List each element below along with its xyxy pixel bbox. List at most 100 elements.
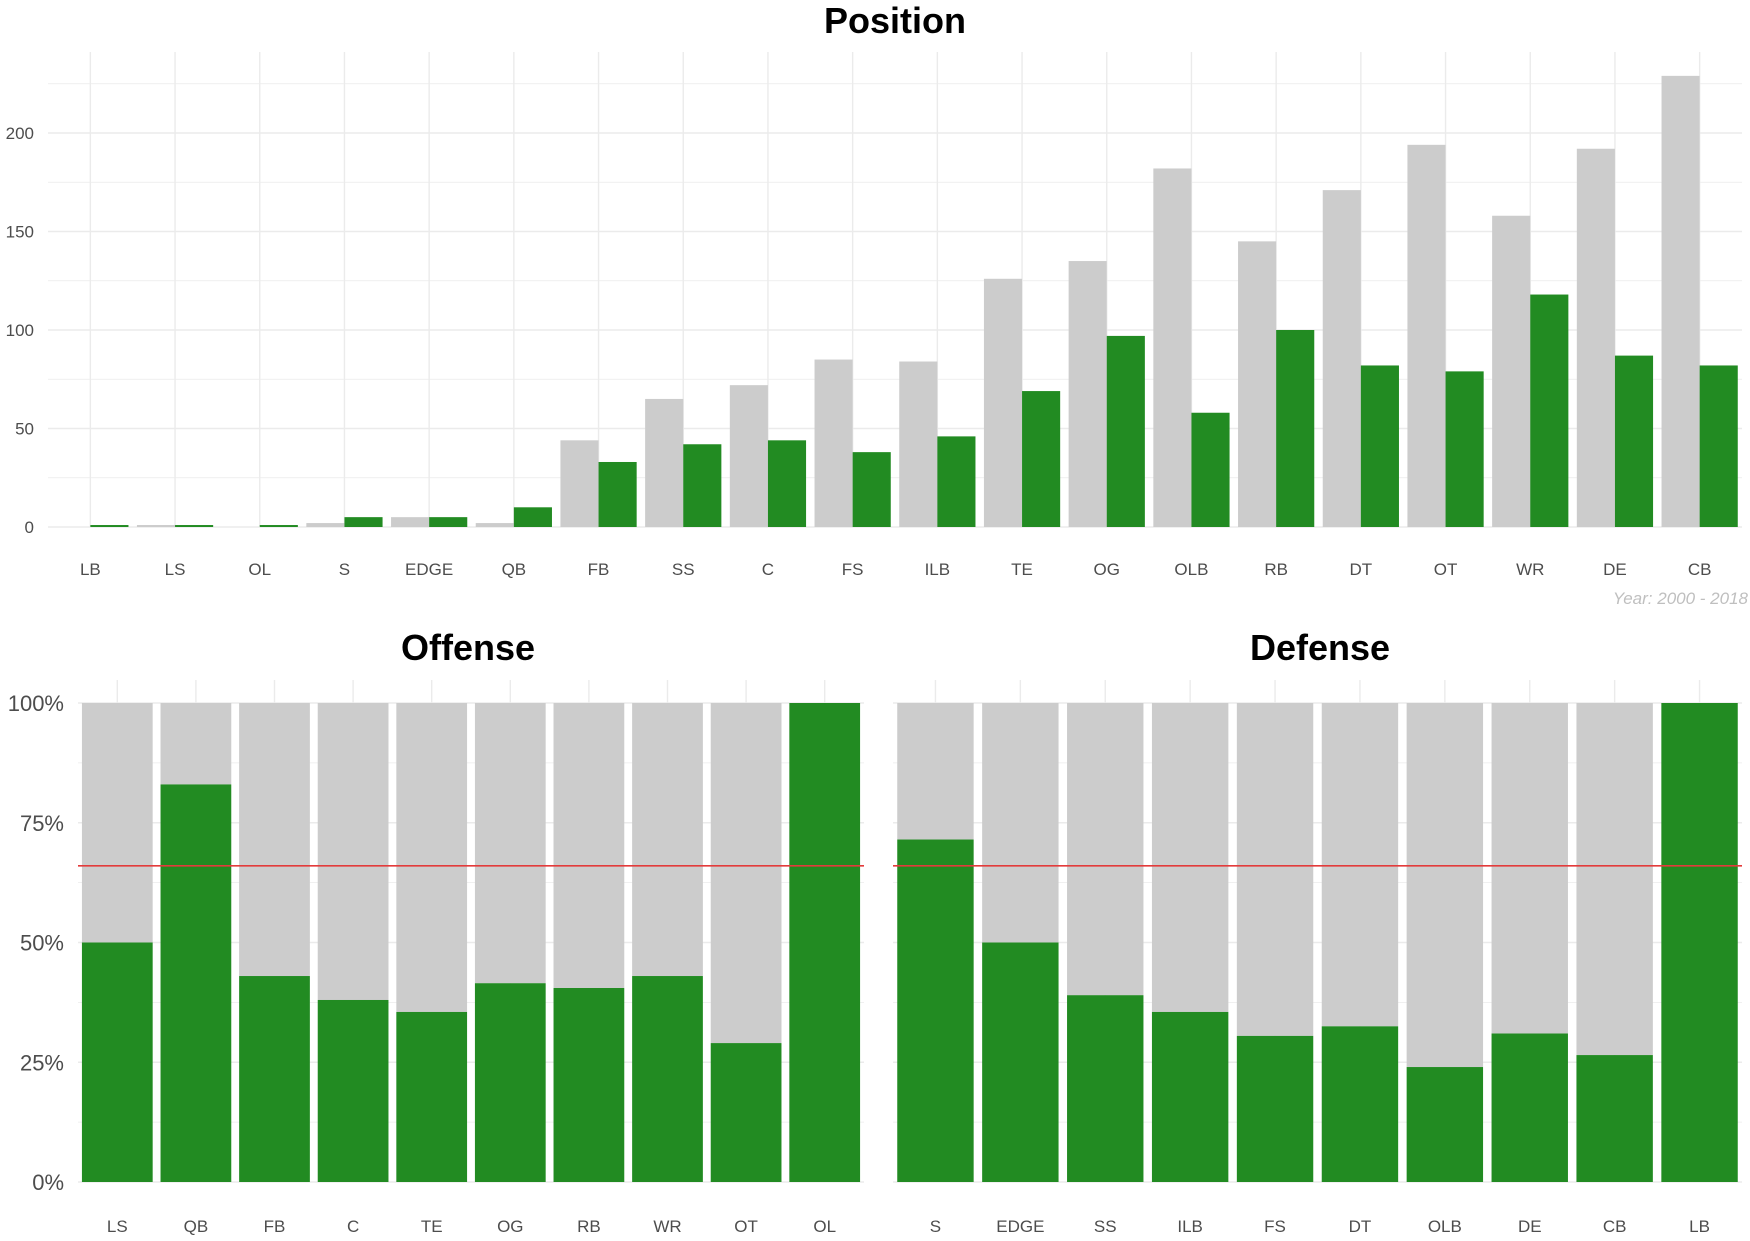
- offense-x-tick-label: OT: [734, 1217, 758, 1236]
- offense-panel-y-axis: 0% 25% 50% 75% 100%: [8, 691, 64, 1195]
- top-panel-x-axis: LB LS OL S EDGE QB FB SS C FS ILB TE OG OLB RB DT OT WR DE…: [80, 560, 1712, 579]
- top-y-tick-label: 50: [15, 420, 34, 439]
- offense-x-tick-label: FB: [264, 1217, 286, 1236]
- defense-bar-green: [897, 839, 974, 1182]
- offense-bar-grey: [317, 703, 389, 1000]
- top-bar-grey: [1322, 190, 1361, 527]
- top-x-tick-label: SS: [672, 560, 695, 579]
- defense-bar-green: [982, 942, 1059, 1182]
- defense-panel-x-axis: S EDGE SS ILB FS DT OLB DE CB LB: [930, 1217, 1710, 1236]
- defense-x-tick-label: CB: [1603, 1217, 1627, 1236]
- offense-bar-green: [239, 976, 310, 1182]
- top-bar-green: [1530, 294, 1569, 527]
- top-bar-grey: [1492, 215, 1531, 528]
- offense-x-tick-label: WR: [653, 1217, 681, 1236]
- top-bar-green: [1360, 365, 1399, 527]
- offense-x-tick-label: TE: [421, 1217, 443, 1236]
- top-bar-green: [175, 525, 214, 527]
- top-bar-green: [937, 436, 976, 527]
- offense-bar-green: [789, 703, 861, 1182]
- top-bar-green: [90, 525, 129, 527]
- top-x-tick-label: DT: [1350, 560, 1373, 579]
- top-bar-grey: [391, 517, 430, 527]
- top-bar-green: [1614, 355, 1654, 527]
- defense-bar-grey: [1321, 703, 1399, 1027]
- top-bar-grey: [729, 385, 768, 527]
- top-bar-grey: [1661, 75, 1700, 528]
- top-bar-grey: [1407, 144, 1446, 527]
- defense-bar-grey: [1491, 703, 1568, 1034]
- top-x-tick-label: S: [339, 560, 350, 579]
- defense-x-tick-label: EDGE: [996, 1217, 1044, 1236]
- offense-bar-green: [160, 784, 232, 1182]
- defense-bar-green: [1151, 1011, 1229, 1182]
- top-bar-grey: [1153, 168, 1192, 527]
- defense-bar-grey: [1067, 703, 1144, 996]
- top-bar-green: [683, 444, 722, 527]
- top-bar-green: [1191, 412, 1230, 527]
- defense-bar-green: [1321, 1026, 1399, 1182]
- offense-bar-grey: [239, 703, 310, 977]
- top-bar-green: [1699, 365, 1738, 527]
- offense-bar-green: [396, 1011, 468, 1182]
- top-bar-green: [513, 507, 552, 527]
- top-x-tick-label: CB: [1688, 560, 1712, 579]
- defense-x-tick-label: LB: [1689, 1217, 1710, 1236]
- offense-bar-green: [474, 983, 546, 1182]
- top-bar-green: [767, 440, 807, 527]
- top-panel-bars: [90, 75, 1738, 528]
- offense-y-tick-label: 50%: [20, 931, 64, 956]
- top-panel-title: Position: [824, 0, 966, 41]
- top-bar-green: [852, 452, 891, 527]
- offense-bar-green: [632, 976, 703, 1182]
- top-x-tick-label: WR: [1516, 560, 1544, 579]
- defense-bar-grey: [897, 703, 974, 840]
- defense-bar-green: [1576, 1055, 1653, 1182]
- offense-bar-grey: [710, 703, 782, 1044]
- defense-bar-grey: [1151, 703, 1229, 1012]
- offense-bar-green: [553, 988, 625, 1182]
- offense-bar-grey: [396, 703, 468, 1012]
- top-panel-y-axis: 0 50 100 150 200: [6, 124, 34, 537]
- defense-bar-grey: [1406, 703, 1484, 1068]
- top-bar-green: [1276, 330, 1315, 527]
- offense-panel-bars: [81, 703, 861, 1182]
- offense-y-tick-label: 100%: [8, 691, 64, 716]
- offense-x-tick-label: RB: [577, 1217, 601, 1236]
- top-x-tick-label: DE: [1603, 560, 1627, 579]
- top-bar-grey: [1576, 148, 1615, 527]
- top-x-tick-label: OT: [1434, 560, 1458, 579]
- defense-bar-green: [1661, 703, 1738, 1182]
- top-bar-green: [344, 517, 383, 527]
- top-y-tick-label: 150: [6, 223, 34, 242]
- offense-bar-grey: [632, 703, 703, 977]
- top-bar-green: [429, 517, 468, 527]
- top-bar-grey: [899, 361, 938, 527]
- top-x-tick-label: OLB: [1174, 560, 1208, 579]
- offense-x-tick-label: QB: [184, 1217, 209, 1236]
- offense-panel-title: Offense: [401, 627, 535, 668]
- top-bar-grey: [645, 398, 684, 527]
- offense-bar-green: [81, 942, 153, 1182]
- top-panel-grid: [48, 52, 1742, 528]
- defense-bar-green: [1067, 995, 1144, 1182]
- top-bar-grey: [983, 278, 1023, 527]
- top-x-tick-label: FS: [842, 560, 864, 579]
- defense-bar-green: [1236, 1035, 1314, 1182]
- top-y-tick-label: 100: [6, 321, 34, 340]
- top-x-tick-label: LB: [80, 560, 101, 579]
- offense-panel-x-axis: LS QB FB C TE OG RB WR OT OL: [107, 1217, 836, 1236]
- offense-y-tick-label: 0%: [32, 1170, 64, 1195]
- defense-bar-grey: [1236, 703, 1314, 1036]
- offense-bar-green: [317, 999, 389, 1182]
- offense-bar-green: [710, 1043, 782, 1182]
- top-x-tick-label: OG: [1094, 560, 1120, 579]
- top-bar-grey: [814, 359, 853, 527]
- defense-x-tick-label: DE: [1518, 1217, 1542, 1236]
- top-bar-grey: [1068, 261, 1107, 527]
- top-x-tick-label: OL: [248, 560, 271, 579]
- defense-bar-grey: [982, 703, 1059, 943]
- offense-bar-grey: [160, 703, 232, 785]
- top-bar-grey: [306, 523, 345, 527]
